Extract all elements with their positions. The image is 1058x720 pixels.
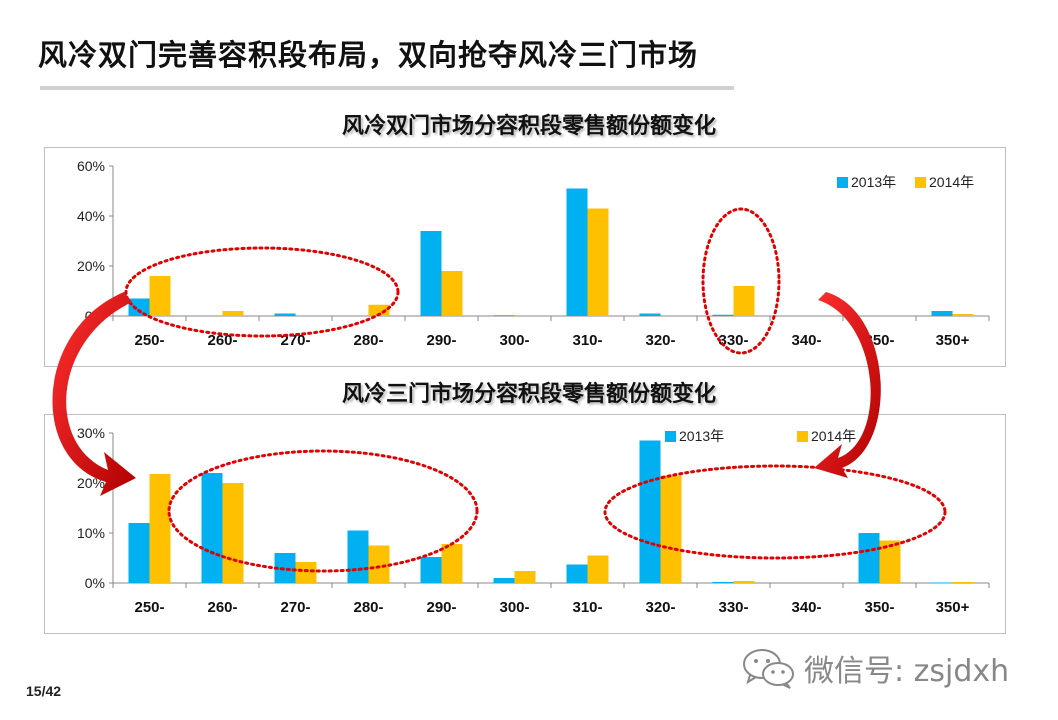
chart1-category-label: 290- xyxy=(426,332,456,349)
chart1-legend-label: 2013年 xyxy=(851,174,896,190)
chart2-legend-swatch xyxy=(797,431,808,442)
chart1-y-tick-label: 0% xyxy=(85,308,105,324)
chart1-category-label: 320- xyxy=(645,332,675,349)
chart1-category-label: 330- xyxy=(718,332,748,349)
chart2-y-tick-label: 0% xyxy=(85,575,105,591)
chart1-bar-2013 xyxy=(274,313,296,316)
chart2-y-tick-label: 30% xyxy=(77,425,105,441)
chart1-y-tick-label: 60% xyxy=(77,158,105,174)
chart2-title: 风冷三门市场分容积段零售额份额变化 xyxy=(341,382,716,407)
chart2-category-label: 270- xyxy=(280,599,310,616)
chart2-bar-2014 xyxy=(149,474,171,583)
chart1-plot: 0% 20% 40% 60% 250- 260- 270- 280- 290- 300- 310- 3… xyxy=(77,158,990,349)
page-number: 15/42 xyxy=(26,683,62,699)
chart2-bar-2013 xyxy=(566,564,588,583)
chart2-y-tick-label: 10% xyxy=(77,525,105,541)
chart2-bar-2013 xyxy=(128,523,150,583)
chart1-bar-2013 xyxy=(566,188,588,316)
chart1-category-label: 280- xyxy=(353,332,383,349)
chart2-plot: 0% 10% 20% 30% 250- 260- 270- 280- 290- 300- 310- 3… xyxy=(77,425,990,616)
chart1-bar-2013 xyxy=(639,313,661,316)
chart2-bar-2013 xyxy=(639,440,661,583)
chart2-category-label: 340- xyxy=(791,599,821,616)
chart1-bar-2013 xyxy=(493,315,515,316)
chart2-bar-2014 xyxy=(441,544,463,583)
chart2-category-label: 320- xyxy=(645,599,675,616)
chart1-category-label: 250- xyxy=(134,332,164,349)
chart2-bar-2014 xyxy=(733,581,755,583)
page-title: 风冷双门完善容积段布局，双向抢夺风冷三门市场 xyxy=(38,38,699,72)
chart2-bar-2014 xyxy=(514,571,536,583)
chart2-bar-2014 xyxy=(295,562,317,583)
chart2-bar-2014 xyxy=(952,582,974,583)
chart2-category-label: 280- xyxy=(353,599,383,616)
chart1-category-label: 300- xyxy=(499,332,529,349)
chart2-category-label: 350- xyxy=(864,599,894,616)
chart2-category-label: 310- xyxy=(572,599,602,616)
chart2-bar-2013 xyxy=(712,582,734,583)
chart1-bar-2014 xyxy=(149,276,171,316)
chart2-bar-2013 xyxy=(493,578,515,583)
chart2-bar-2014 xyxy=(879,540,901,583)
chart2-category-label: 260- xyxy=(207,599,237,616)
chart2-category-label: 350+ xyxy=(936,599,970,616)
chart2-bar-2013 xyxy=(931,582,953,583)
chart2-legend-label: 2013年 xyxy=(679,428,724,444)
chart1-y-tick-label: 40% xyxy=(77,208,105,224)
chart2-bar-2013 xyxy=(201,473,223,583)
chart1-bar-2013 xyxy=(931,311,953,316)
chart1-category-label: 260- xyxy=(207,332,237,349)
chart1-category-label: 310- xyxy=(572,332,602,349)
chart1-bar-2013 xyxy=(128,298,150,316)
chart1-category-label: 270- xyxy=(280,332,310,349)
chart2-category-label: 290- xyxy=(426,599,456,616)
chart2-bar-2013 xyxy=(858,533,880,583)
chart1-bar-2014 xyxy=(441,271,463,316)
chart2-bar-2014 xyxy=(587,555,609,583)
chart1-bar-2014 xyxy=(368,304,390,316)
chart2-bar-2014 xyxy=(222,483,244,583)
chart1-legend-swatch xyxy=(837,177,848,188)
chart1-bar-2014 xyxy=(222,311,244,316)
chart1-panel: 0% 20% 40% 60% 250- 260- 270- 280- 290- 300- 310- 3… xyxy=(44,147,1006,367)
chart1-legend-label: 2014年 xyxy=(929,174,974,190)
chart2-category-label: 300- xyxy=(499,599,529,616)
chart2-y-tick-label: 20% xyxy=(77,475,105,491)
chart1-bar-2013 xyxy=(420,231,442,316)
chart1-bar-2013 xyxy=(712,314,734,316)
chart2-panel: 0% 10% 20% 30% 250- 260- 270- 280- 290- 300- 310- 3… xyxy=(44,414,1006,634)
chart2-category-label: 330- xyxy=(718,599,748,616)
chart2-legend-swatch xyxy=(665,431,676,442)
title-divider xyxy=(40,86,734,90)
chart1-title: 风冷双门市场分容积段零售额份额变化 xyxy=(341,114,716,139)
chart1-bar-2014 xyxy=(587,208,609,316)
chart2-bar-2013 xyxy=(274,553,296,583)
wechat-icon xyxy=(743,649,794,689)
chart1-legend-swatch xyxy=(915,177,926,188)
chart1-y-tick-label: 20% xyxy=(77,258,105,274)
watermark-text: 微信号: zsjdxh xyxy=(804,654,1010,689)
chart2-legend-label: 2014年 xyxy=(811,428,856,444)
chart2-bar-2014 xyxy=(660,475,682,583)
chart2-category-label: 250- xyxy=(134,599,164,616)
watermark: 微信号: zsjdxh xyxy=(740,644,1009,692)
chart1-category-label: 350+ xyxy=(936,332,970,349)
chart1-category-label: 350- xyxy=(864,332,894,349)
chart2-bar-2013 xyxy=(420,557,442,583)
chart2-bar-2013 xyxy=(347,530,369,583)
chart1-category-label: 340- xyxy=(791,332,821,349)
chart2-bar-2014 xyxy=(368,545,390,583)
chart1-bar-2014 xyxy=(733,286,755,316)
chart1-bar-2014 xyxy=(952,314,974,316)
